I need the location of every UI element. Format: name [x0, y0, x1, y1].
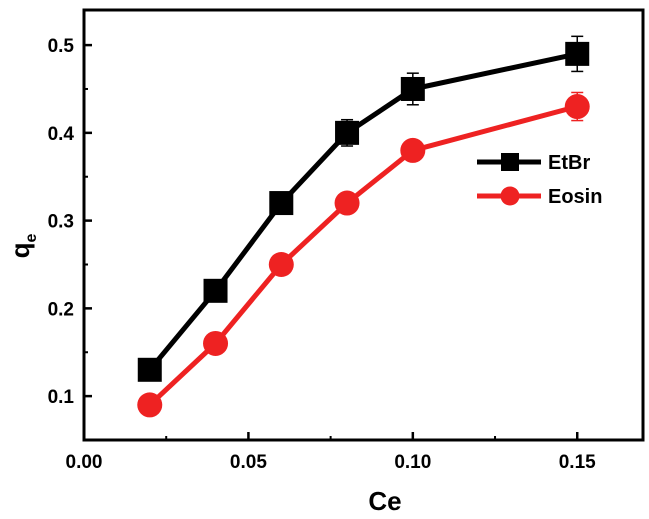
y-tick-label: 0.5 — [48, 36, 75, 57]
etbr-point — [269, 191, 294, 216]
plot-frame — [82, 8, 645, 442]
legend-etbr-label: EtBr — [548, 152, 590, 174]
eosin-line — [148, 104, 578, 407]
legend-eosin-label: Eosin — [548, 186, 602, 208]
legend-etbr-marker — [501, 153, 519, 171]
axis-ticks: 0.00 0.05 0.10 0.15 0.1 0.2 0.3 0.4 0.5 — [48, 36, 597, 473]
x-tick-label: 0.10 — [394, 452, 431, 473]
x-tick-label: 0.00 — [66, 452, 103, 473]
etbr-point — [335, 120, 360, 145]
eosin-point — [334, 190, 360, 216]
x-tick-label: 0.15 — [559, 452, 596, 473]
eosin-point — [268, 251, 294, 277]
eosin-point — [564, 94, 590, 120]
y-tick-label: 0.1 — [48, 387, 75, 408]
x-tick-label: 0.05 — [230, 452, 267, 473]
y-axis-title: qe — [5, 234, 40, 259]
y-tick-label: 0.3 — [48, 212, 74, 233]
y-axis-title-main: q — [5, 243, 35, 259]
etbr-line — [147, 51, 578, 372]
legend-eosin-marker — [500, 186, 520, 206]
eosin-point — [400, 137, 426, 163]
x-axis-title: Ce — [368, 486, 401, 516]
etbr-point — [203, 278, 228, 303]
y-axis-title-subscript: e — [23, 234, 40, 243]
eosin-point — [137, 392, 163, 418]
y-tick-label: 0.2 — [48, 299, 74, 320]
etbr-point — [400, 76, 425, 101]
y-tick-label: 0.4 — [48, 124, 75, 145]
etbr-point — [137, 357, 162, 382]
series-layer — [137, 35, 590, 418]
etbr-point — [565, 41, 590, 66]
legend: EtBr Eosin — [477, 152, 602, 208]
eosin-point — [203, 330, 229, 356]
